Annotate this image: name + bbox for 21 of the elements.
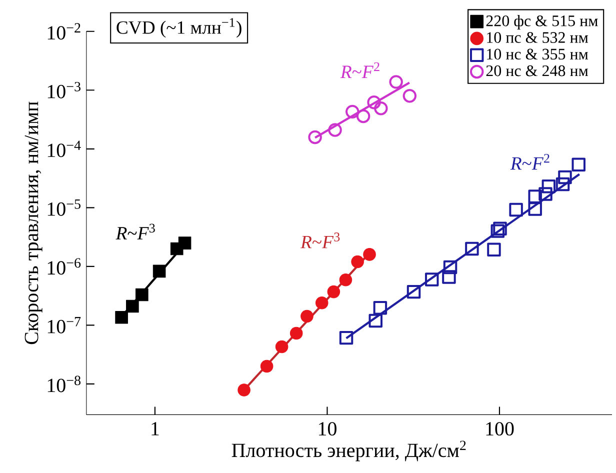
y-tick-label: 10$^{−3}$ — [48, 82, 80, 98]
legend-label: 220 фс & 515 нм — [486, 15, 598, 30]
y-tick-label: 10$^{−5}$ — [48, 200, 80, 216]
x-tick-label: 1 — [152, 422, 159, 436]
legend-label: 10 нс & 355 нм — [487, 48, 588, 60]
y-tick-label: 10$^{−7}$ — [48, 317, 81, 334]
annotation: R~F$^{3}$ — [116, 224, 155, 240]
x-tick-label: 100 — [486, 422, 514, 436]
legend-label: 20 нс & 248 нм — [486, 65, 588, 76]
annotation: R~F$^{3}$ — [300, 232, 340, 248]
annotation: R~F$^{2}$ — [510, 154, 550, 170]
legend-label: 10 пс & 532 нм — [487, 32, 588, 43]
y-tick-label: 10$^{−4}$ — [48, 140, 81, 158]
x-axis-title: Плотность энергии, Дж/см$^{2}$ — [232, 440, 466, 462]
y-tick-label: 10$^{−2}$ — [48, 23, 80, 40]
y-tick-label: 10$^{−8}$ — [48, 376, 80, 392]
annotation: CVD (~1 млн$^{−1}$) — [116, 18, 242, 38]
annotation: R~F$^{2}$ — [340, 62, 380, 78]
y-tick-label: 10$^{−6}$ — [48, 258, 81, 275]
x-tick-label: 10 — [318, 422, 336, 436]
y-axis-title: Скорость травления, нм/имп — [24, 102, 42, 344]
